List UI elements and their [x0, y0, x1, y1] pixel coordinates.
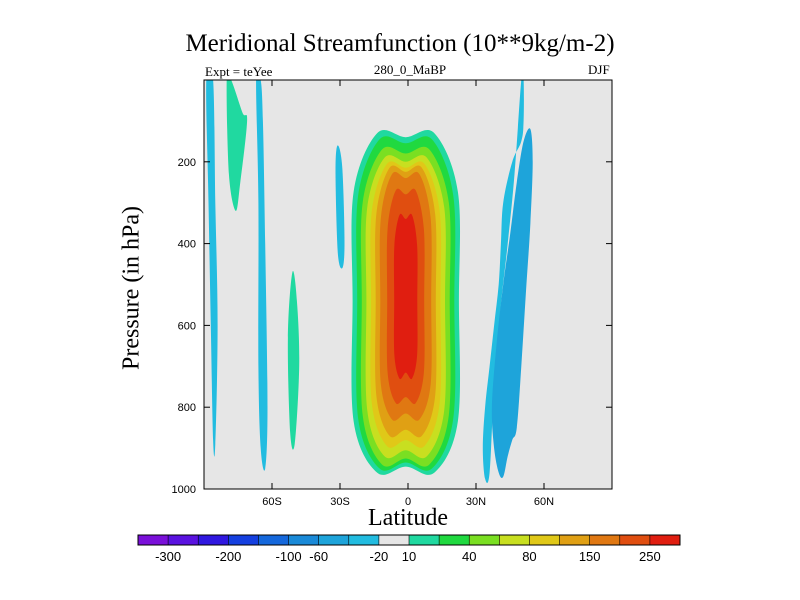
colorbar-label: 40: [462, 549, 476, 564]
sh-cyan-strip-a: [206, 80, 218, 457]
experiment-subtitle: 280_0_MaBP: [373, 62, 447, 77]
colorbar-swatch: [409, 535, 440, 545]
axes: 60S 30S 0 30N 60N 200 400 600 800 1000: [172, 80, 612, 508]
colorbar-label: -100: [276, 549, 302, 564]
colorbar: -300 -200 -100 -60 -20 10 40 80 150 250: [137, 534, 681, 564]
colorbar-swatch: [378, 535, 410, 545]
x-tick-label: 30N: [466, 496, 486, 508]
colorbar-swatch: [499, 535, 530, 545]
colorbar-label: 150: [579, 549, 601, 564]
colorbar-label: -60: [309, 549, 328, 564]
sh-cyan-patch: [335, 145, 345, 269]
colorbar-swatch: [589, 535, 621, 545]
x-tick-label: 0: [405, 496, 411, 508]
colorbar-swatch: [198, 535, 229, 545]
colorbar-swatch: [288, 535, 319, 545]
colorbar-swatch: [258, 535, 289, 545]
colorbar-label: 10: [402, 549, 416, 564]
streamfunction-level-250: [393, 213, 418, 380]
colorbar-swatch: [619, 535, 651, 545]
colorbar-label: 250: [639, 549, 661, 564]
nh-blue-core: [491, 128, 533, 478]
nh-cyan-cell: [482, 80, 524, 484]
sh-teal-strip: [226, 80, 248, 211]
x-tick-label: 60S: [262, 496, 282, 508]
colorbar-label: -300: [155, 549, 181, 564]
colorbar-swatch: [469, 535, 500, 545]
colorbar-swatch: [318, 535, 350, 545]
x-tick-label: 60N: [534, 496, 554, 508]
colorbar-swatch: [649, 535, 681, 545]
colorbar-label: 80: [522, 549, 536, 564]
colorbar-swatch: [228, 535, 259, 545]
colorbar-swatch: [168, 535, 199, 545]
colorbar-swatch: [348, 535, 380, 545]
colorbar-swatch: [559, 535, 590, 545]
contour-fills: [206, 80, 533, 484]
season-label: DJF: [588, 62, 610, 77]
experiment-label: Expt = teYee: [205, 64, 273, 79]
y-tick-label: 800: [178, 402, 196, 414]
colorbar-swatch: [138, 535, 169, 545]
colorbar-label: -20: [369, 549, 388, 564]
y-tick-label: 400: [178, 239, 196, 251]
y-tick-label: 200: [178, 157, 196, 169]
colorbar-label: -200: [215, 549, 241, 564]
chart-title: Meridional Streamfunction (10**9kg/m-2): [185, 30, 615, 57]
y-tick-label: 1000: [172, 484, 196, 496]
colorbar-swatch: [529, 535, 560, 545]
x-tick-label: 30S: [330, 496, 350, 508]
x-axis-label: Latitude: [368, 505, 448, 531]
y-tick-label: 600: [178, 320, 196, 332]
colorbar-swatch: [439, 535, 470, 545]
sh-teal-patch: [287, 271, 300, 450]
sh-cyan-strip-b: [256, 80, 268, 471]
